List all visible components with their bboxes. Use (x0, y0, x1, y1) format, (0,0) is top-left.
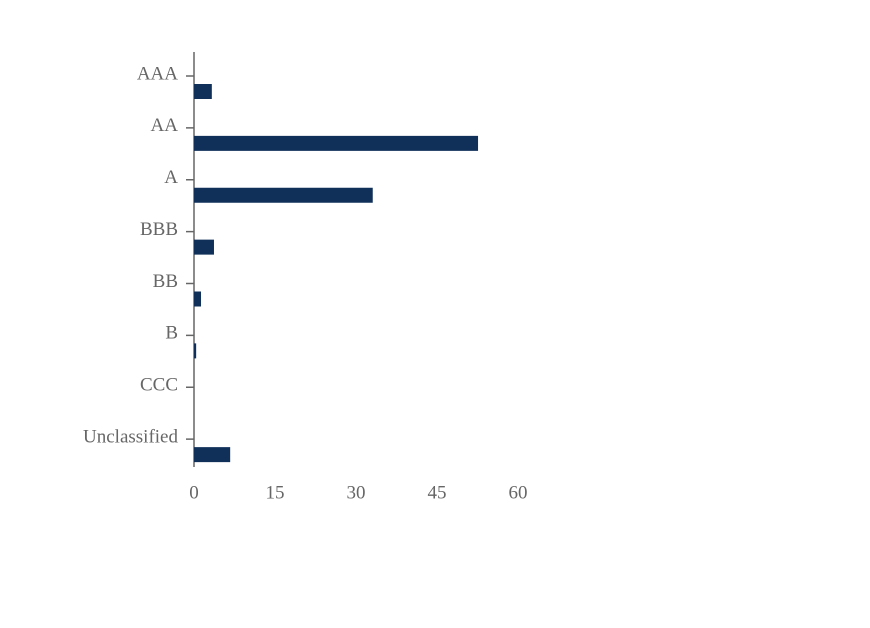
bar (194, 84, 212, 99)
x-tick-label: 45 (428, 482, 447, 503)
y-tick-label: BB (153, 271, 178, 292)
x-tick-label: 0 (189, 482, 199, 503)
y-tick-label: A (164, 167, 178, 188)
bar (194, 239, 214, 255)
x-tick-label: 30 (347, 482, 366, 503)
x-tick-label: 15 (266, 482, 285, 503)
y-tick-label: AAA (137, 63, 178, 84)
y-tick-label: AA (151, 115, 179, 136)
bar (194, 447, 231, 463)
bar (194, 187, 373, 203)
y-tick-label: CCC (140, 375, 178, 396)
y-tick-label: B (165, 323, 178, 344)
x-tick-label: 60 (509, 482, 528, 503)
y-tick-label: Unclassified (83, 426, 178, 447)
bar (194, 291, 202, 307)
bar (194, 343, 197, 359)
y-tick-label: BBB (140, 219, 178, 240)
bar (194, 135, 479, 151)
